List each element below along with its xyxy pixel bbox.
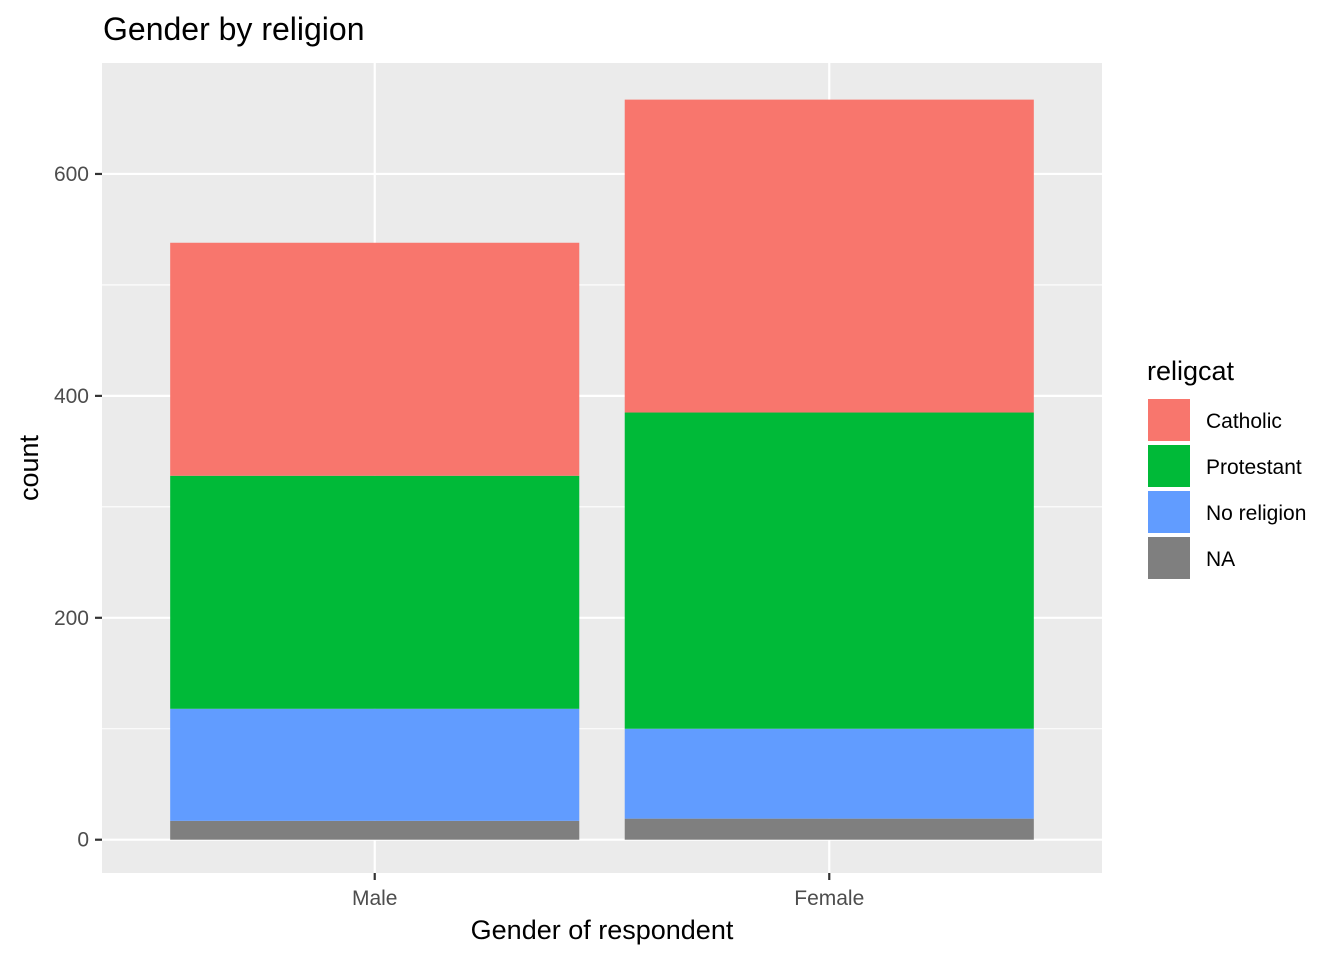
legend-key-protestant bbox=[1146, 443, 1192, 489]
legend-label: Protestant bbox=[1206, 456, 1302, 479]
legend-key-catholic bbox=[1146, 397, 1192, 443]
x-axis-title: Gender of respondent bbox=[471, 915, 734, 945]
legend-title: religcat bbox=[1147, 356, 1235, 386]
bar-segment-female-catholic bbox=[624, 99, 1034, 413]
bar-segment-female-protestant bbox=[624, 412, 1034, 729]
legend-label: Catholic bbox=[1206, 410, 1282, 433]
bar-segment-male-catholic bbox=[170, 242, 580, 476]
y-tick-label: 0 bbox=[77, 829, 89, 852]
bar-segment-male-no-religion bbox=[170, 708, 580, 821]
bars bbox=[170, 99, 1034, 840]
chart-title: Gender by religion bbox=[103, 11, 364, 47]
bar-segment-female-na bbox=[624, 818, 1034, 840]
legend-key-no-religion bbox=[1146, 489, 1192, 535]
axes: 0 200 400 600 Male Female bbox=[54, 163, 864, 910]
legend-label: NA bbox=[1206, 548, 1235, 571]
x-tick-label: Female bbox=[794, 887, 864, 910]
bar-segment-female-no-religion bbox=[624, 728, 1034, 819]
bar-segment-male-na bbox=[170, 820, 580, 840]
bar-segment-male-protestant bbox=[170, 475, 580, 709]
y-axis-title: count bbox=[14, 434, 44, 501]
legend: religcat Catholic Protestant No religion NA bbox=[1146, 356, 1306, 581]
y-tick-label: 400 bbox=[54, 385, 89, 408]
legend-label: No religion bbox=[1206, 502, 1306, 525]
y-tick-label: 600 bbox=[54, 163, 89, 186]
legend-key-na bbox=[1146, 535, 1192, 581]
x-tick-label: Male bbox=[352, 887, 398, 910]
y-tick-label: 200 bbox=[54, 607, 89, 630]
